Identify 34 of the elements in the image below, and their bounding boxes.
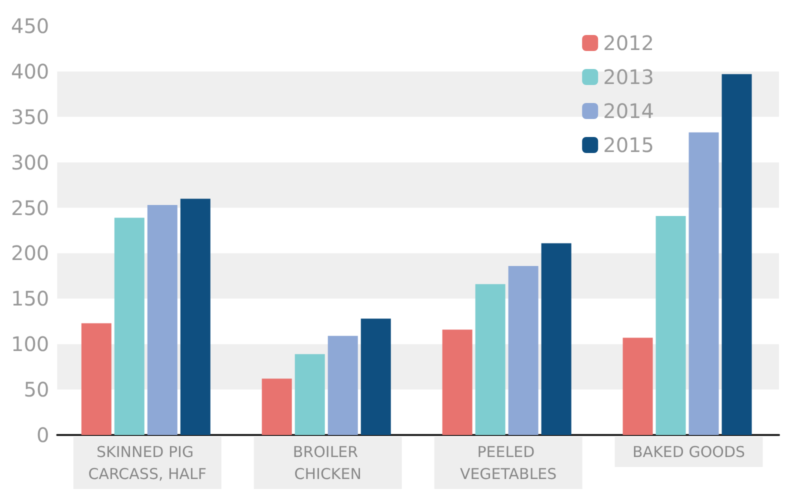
legend-label: 2015: [603, 133, 654, 157]
bar: [622, 338, 653, 435]
bar: [475, 284, 506, 435]
y-tick-label: 150: [10, 286, 50, 311]
y-tick-label: 400: [10, 59, 50, 84]
y-tick-label: 250: [10, 196, 50, 220]
bar: [541, 243, 572, 435]
bar: [688, 132, 719, 435]
bar: [262, 378, 292, 435]
y-tick-label: 50: [24, 378, 50, 402]
bar: [328, 336, 358, 435]
x-tick-label: PEELED VEGETABLES: [460, 443, 557, 483]
legend-label: 2012: [603, 31, 654, 55]
y-tick-label: 350: [10, 104, 50, 129]
bar: [114, 218, 144, 435]
bar: [508, 266, 538, 435]
bar: [656, 216, 686, 435]
y-tick-label: 300: [10, 150, 50, 174]
x-tick-label: BROILER CHICKEN: [292, 443, 363, 483]
x-tick-label: SKINNED PIG CARCASS, HALF: [88, 443, 207, 483]
y-tick-label: 450: [10, 14, 50, 38]
legend-label: 2013: [603, 65, 654, 89]
bar: [81, 323, 112, 435]
bar: [147, 205, 178, 435]
bar: [360, 318, 391, 435]
y-tick-label: 200: [10, 241, 50, 266]
y-tick-label: 100: [10, 332, 50, 356]
legend-label: 2014: [603, 99, 654, 123]
bar: [722, 74, 752, 435]
y-tick-label: 0: [36, 423, 50, 447]
x-tick-label: BAKED GOODS: [632, 443, 746, 461]
bar: [442, 330, 472, 435]
bar: [294, 354, 325, 435]
bar: [180, 198, 210, 435]
